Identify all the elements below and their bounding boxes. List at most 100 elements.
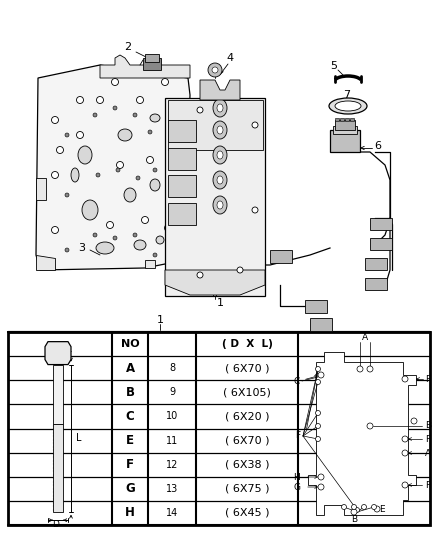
Circle shape xyxy=(402,376,408,382)
Circle shape xyxy=(351,509,357,515)
Circle shape xyxy=(106,222,113,229)
Circle shape xyxy=(77,96,84,103)
Text: 11: 11 xyxy=(166,435,178,446)
Circle shape xyxy=(166,161,173,168)
Circle shape xyxy=(237,267,243,273)
Circle shape xyxy=(252,207,258,213)
Text: 6: 6 xyxy=(374,141,381,151)
Bar xyxy=(350,118,354,121)
Circle shape xyxy=(315,424,321,429)
Text: ( 6X20 ): ( 6X20 ) xyxy=(225,411,269,422)
Circle shape xyxy=(136,176,140,180)
Circle shape xyxy=(361,505,367,510)
Circle shape xyxy=(315,379,321,384)
Text: C: C xyxy=(294,377,300,386)
Text: F: F xyxy=(425,375,430,384)
Bar xyxy=(143,58,161,70)
Circle shape xyxy=(371,505,377,510)
Circle shape xyxy=(342,505,346,510)
Circle shape xyxy=(315,410,321,416)
Bar xyxy=(370,238,392,250)
Text: 2: 2 xyxy=(124,42,131,52)
Circle shape xyxy=(374,506,380,512)
Text: 10: 10 xyxy=(166,411,178,422)
Text: 8: 8 xyxy=(169,363,175,373)
Ellipse shape xyxy=(118,129,132,141)
Polygon shape xyxy=(36,65,190,270)
Polygon shape xyxy=(145,260,155,268)
Circle shape xyxy=(162,78,169,85)
Ellipse shape xyxy=(213,121,227,139)
Ellipse shape xyxy=(213,196,227,214)
Text: 1: 1 xyxy=(156,315,163,325)
Ellipse shape xyxy=(217,201,223,209)
Bar xyxy=(330,130,360,152)
Circle shape xyxy=(52,117,59,124)
Ellipse shape xyxy=(213,99,227,117)
Polygon shape xyxy=(165,270,265,295)
Bar xyxy=(165,98,265,296)
Ellipse shape xyxy=(150,179,160,191)
Circle shape xyxy=(318,484,324,490)
Text: B: B xyxy=(351,514,357,523)
Bar xyxy=(365,278,387,290)
Text: C: C xyxy=(126,410,134,423)
Circle shape xyxy=(113,236,117,240)
Ellipse shape xyxy=(156,236,164,244)
Text: NO: NO xyxy=(121,339,139,349)
Circle shape xyxy=(52,227,59,233)
Text: E: E xyxy=(379,505,385,514)
Ellipse shape xyxy=(78,146,92,164)
Circle shape xyxy=(148,130,152,134)
Circle shape xyxy=(137,96,144,103)
Text: H: H xyxy=(293,472,300,481)
Circle shape xyxy=(93,113,97,117)
Circle shape xyxy=(208,63,222,77)
Text: A: A xyxy=(125,362,134,375)
Circle shape xyxy=(77,132,84,139)
Polygon shape xyxy=(308,352,416,515)
Circle shape xyxy=(153,168,157,172)
Text: ( 6X38 ): ( 6X38 ) xyxy=(225,459,269,470)
Ellipse shape xyxy=(217,104,223,112)
Circle shape xyxy=(357,366,363,372)
Text: 3: 3 xyxy=(78,243,85,253)
Circle shape xyxy=(318,372,324,378)
Bar xyxy=(168,120,196,142)
Circle shape xyxy=(153,253,157,257)
Circle shape xyxy=(252,122,258,128)
Bar xyxy=(53,365,63,424)
Circle shape xyxy=(52,172,59,179)
Text: 12: 12 xyxy=(166,459,178,470)
Text: E: E xyxy=(126,434,134,447)
Text: 4: 4 xyxy=(226,53,233,63)
Polygon shape xyxy=(36,255,55,270)
Text: ( D  X  L): ( D X L) xyxy=(222,339,272,349)
Circle shape xyxy=(352,505,357,510)
Circle shape xyxy=(96,96,103,103)
Ellipse shape xyxy=(213,171,227,189)
Bar xyxy=(145,54,159,62)
Text: ( 6X75 ): ( 6X75 ) xyxy=(225,484,269,494)
Circle shape xyxy=(315,437,321,441)
Text: D: D xyxy=(53,520,60,529)
Polygon shape xyxy=(36,178,46,200)
Circle shape xyxy=(65,133,69,137)
Circle shape xyxy=(367,423,373,429)
Bar xyxy=(168,203,196,225)
Circle shape xyxy=(117,161,124,168)
Bar xyxy=(340,118,344,121)
Ellipse shape xyxy=(124,188,136,202)
Bar xyxy=(335,118,339,121)
Circle shape xyxy=(133,113,137,117)
Circle shape xyxy=(197,272,203,278)
Ellipse shape xyxy=(217,151,223,159)
Text: 14: 14 xyxy=(166,508,178,518)
Circle shape xyxy=(315,367,321,372)
Bar xyxy=(335,120,355,130)
Ellipse shape xyxy=(217,176,223,184)
Bar xyxy=(8,332,430,525)
Circle shape xyxy=(96,173,100,177)
Circle shape xyxy=(318,474,324,480)
Ellipse shape xyxy=(213,146,227,164)
